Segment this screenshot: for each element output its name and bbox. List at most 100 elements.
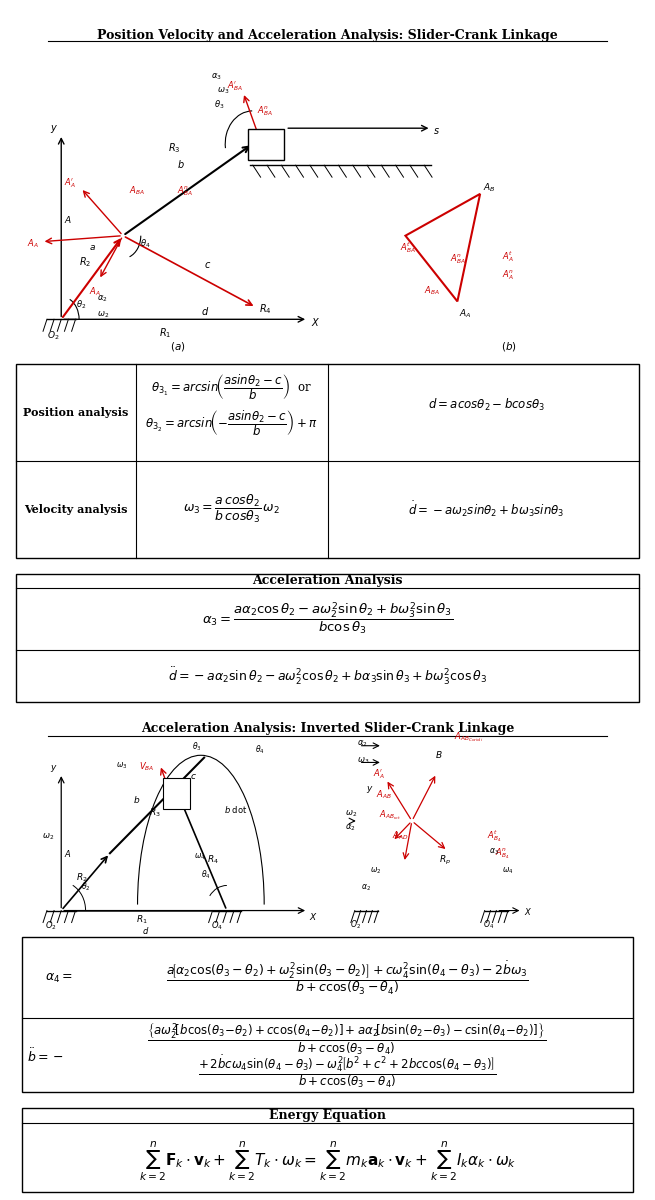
- Text: $y$: $y$: [50, 122, 58, 134]
- Text: $\alpha_3 = \dfrac{a\alpha_2\cos\theta_2 - a\omega_2^2\sin\theta_2 + b\omega_3^2: $\alpha_3 = \dfrac{a\alpha_2\cos\theta_2…: [202, 601, 453, 637]
- Text: $c$: $c$: [190, 772, 196, 781]
- Text: $X$: $X$: [309, 911, 318, 922]
- Text: $\ddot{b} = -$: $\ddot{b} = -$: [28, 1048, 64, 1066]
- FancyBboxPatch shape: [162, 778, 190, 809]
- Text: $d = acos\theta_2 - bcos\theta_3$: $d = acos\theta_2 - bcos\theta_3$: [428, 397, 545, 413]
- Text: $\omega_2$: $\omega_2$: [42, 832, 54, 842]
- Text: Position Velocity and Acceleration Analysis: Slider-Crank Linkage: Position Velocity and Acceleration Analy…: [97, 29, 558, 42]
- Text: $A_{BA}$: $A_{BA}$: [130, 185, 145, 197]
- Text: $\omega_2$: $\omega_2$: [97, 310, 109, 320]
- Text: $\theta_2$: $\theta_2$: [81, 880, 90, 893]
- Text: $d$: $d$: [142, 925, 150, 936]
- Text: Velocity analysis: Velocity analysis: [24, 504, 128, 515]
- Text: $R_p$: $R_p$: [440, 854, 451, 868]
- Text: $\dfrac{+\,2\dot{b}c\omega_4\sin(\theta_4-\theta_3)-\omega_4^2\!\left[b^2+c^2+2b: $\dfrac{+\,2\dot{b}c\omega_4\sin(\theta_…: [198, 1054, 496, 1090]
- Text: Acceleration Analysis: Acceleration Analysis: [252, 575, 403, 587]
- Text: $y$: $y$: [366, 784, 374, 796]
- Text: $A_{BA}'$: $A_{BA}'$: [227, 79, 242, 94]
- Text: $\alpha_3$: $\alpha_3$: [489, 846, 498, 857]
- Text: $R_2$: $R_2$: [75, 871, 87, 884]
- FancyBboxPatch shape: [248, 130, 284, 161]
- Text: $A_{B_4}^n$: $A_{B_4}^n$: [495, 847, 510, 862]
- Text: $X$: $X$: [311, 317, 320, 329]
- Text: $R_1$: $R_1$: [159, 326, 171, 340]
- Text: $O_2$: $O_2$: [350, 918, 361, 931]
- Text: $\dfrac{\left\{a\omega_2^2\!\left[b\cos(\theta_3\!-\!\theta_2)+c\cos(\theta_4\!-: $\dfrac{\left\{a\omega_2^2\!\left[b\cos(…: [147, 1021, 546, 1057]
- Text: $\omega_2$: $\omega_2$: [369, 865, 381, 876]
- Text: $O_4$: $O_4$: [211, 919, 223, 932]
- Text: $\alpha_3$: $\alpha_3$: [211, 71, 221, 82]
- Text: $\alpha_2$: $\alpha_2$: [345, 822, 356, 833]
- FancyBboxPatch shape: [16, 574, 639, 702]
- Text: $A_{BA}^n$: $A_{BA}^n$: [257, 104, 273, 119]
- Text: $A_{AB_{rot}}$: $A_{AB_{rot}}$: [379, 809, 402, 822]
- Text: $\omega_4$: $\omega_4$: [195, 851, 206, 862]
- Text: $\theta_{3_2} = arcsin\!\left(-\dfrac{asin\theta_2 - c}{b}\right) + \pi$: $\theta_{3_2} = arcsin\!\left(-\dfrac{as…: [145, 408, 318, 438]
- Text: $\omega_3 = \dfrac{a\,cos\theta_2}{b\,cos\theta_3}\,\omega_2$: $\omega_3 = \dfrac{a\,cos\theta_2}{b\,co…: [183, 493, 280, 526]
- Text: $R_1$: $R_1$: [136, 913, 147, 926]
- Text: $A_A^n$: $A_A^n$: [502, 269, 514, 282]
- Text: $4$: $4$: [268, 144, 274, 155]
- FancyBboxPatch shape: [22, 937, 633, 1092]
- Text: $B$: $B$: [174, 788, 181, 799]
- Text: $(a)$: $(a)$: [170, 340, 186, 353]
- Text: $B$: $B$: [435, 749, 442, 760]
- Text: $A_A'$: $A_A'$: [64, 176, 76, 190]
- Text: $R_3$: $R_3$: [149, 806, 160, 818]
- Text: $\omega_3$: $\omega_3$: [217, 85, 229, 96]
- Text: Acceleration Analysis: Inverted Slider-Crank Linkage: Acceleration Analysis: Inverted Slider-C…: [141, 722, 514, 734]
- Text: $A_{BA}^n$: $A_{BA}^n$: [177, 185, 193, 198]
- Text: Energy Equation: Energy Equation: [269, 1110, 386, 1122]
- Text: $\dot{d} = -a\omega_2 sin\theta_2 + b\omega_3 sin\theta_3$: $\dot{d} = -a\omega_2 sin\theta_2 + b\om…: [409, 499, 565, 520]
- Text: $A$: $A$: [64, 214, 73, 224]
- Text: $\theta_4$: $\theta_4$: [201, 868, 211, 881]
- Text: $\theta_2$: $\theta_2$: [75, 299, 86, 311]
- Text: $\alpha_2$: $\alpha_2$: [97, 293, 107, 304]
- Text: $\alpha_2$: $\alpha_2$: [357, 739, 367, 749]
- Text: $\alpha_2$: $\alpha_2$: [362, 882, 371, 893]
- Text: $R_2$: $R_2$: [79, 256, 92, 269]
- Text: $O_2$: $O_2$: [45, 919, 57, 932]
- Text: $R_3$: $R_3$: [168, 140, 181, 155]
- Text: $A_{AB}$: $A_{AB}$: [376, 788, 392, 800]
- Text: $\omega_4$: $\omega_4$: [502, 865, 513, 876]
- Text: $a$: $a$: [88, 244, 96, 252]
- Text: $y$: $y$: [50, 763, 57, 774]
- Text: $A_A$: $A_A$: [28, 238, 39, 250]
- Text: $\sum_{k=2}^{n} \mathbf{F}_k \cdot \mathbf{v}_k + \sum_{k=2}^{n} T_k \cdot \omeg: $\sum_{k=2}^{n} \mathbf{F}_k \cdot \math…: [139, 1140, 516, 1183]
- Text: $A$: $A$: [64, 848, 72, 859]
- Text: Position analysis: Position analysis: [23, 407, 128, 418]
- Text: $b$: $b$: [177, 157, 185, 169]
- Text: $b$ dot: $b$ dot: [223, 804, 247, 815]
- Text: $\omega_3$: $\omega_3$: [117, 761, 128, 770]
- Text: $A_{BA}^t$: $A_{BA}^t$: [400, 240, 416, 254]
- Text: $A_{B_4}^t$: $A_{B_4}^t$: [487, 828, 501, 845]
- FancyBboxPatch shape: [22, 1108, 633, 1193]
- Text: $V_{BA}$: $V_{BA}$: [139, 761, 155, 773]
- Text: $A_A$: $A_A$: [458, 308, 471, 320]
- Text: $A_{BA}$: $A_{BA}$: [424, 284, 440, 296]
- Text: $X$: $X$: [523, 906, 532, 917]
- Text: $\ddot{d} = -a\alpha_2\sin\theta_2 - a\omega_2^2\cos\theta_2 + b\alpha_3\sin\the: $\ddot{d} = -a\alpha_2\sin\theta_2 - a\o…: [168, 666, 487, 686]
- Text: $A_{BA}^n$: $A_{BA}^n$: [449, 253, 466, 266]
- Text: $d$: $d$: [178, 935, 185, 946]
- Text: $O_4$: $O_4$: [483, 918, 495, 931]
- Text: $A_A^t$: $A_A^t$: [502, 250, 514, 264]
- Text: $(b)$: $(b)$: [502, 340, 517, 353]
- Text: $O_4$: $O_4$: [178, 949, 190, 962]
- Text: $3$: $3$: [253, 144, 259, 155]
- Text: $A_A$: $A_A$: [88, 286, 100, 298]
- Text: $A_A'$: $A_A'$: [373, 768, 384, 781]
- Text: $s$: $s$: [433, 126, 440, 136]
- Text: $d$: $d$: [201, 305, 209, 317]
- Text: $\theta_3$: $\theta_3$: [193, 740, 202, 752]
- Text: $A_{AB_{Corioli}}$: $A_{AB_{Corioli}}$: [454, 731, 483, 744]
- Text: $b$: $b$: [133, 794, 140, 805]
- Text: $\alpha_4 = $: $\alpha_4 = $: [45, 972, 73, 985]
- FancyBboxPatch shape: [16, 364, 639, 558]
- Text: $A_{AD}$: $A_{AD}$: [392, 830, 409, 842]
- Text: $\theta_3$: $\theta_3$: [214, 98, 224, 112]
- Text: $R_4$: $R_4$: [208, 853, 219, 866]
- Text: $\theta_{3_1} = arcsin\!\left(\dfrac{asin\theta_2 - c}{b}\right)$  or: $\theta_{3_1} = arcsin\!\left(\dfrac{asi…: [151, 372, 312, 402]
- Text: $O_2$: $O_2$: [47, 330, 60, 342]
